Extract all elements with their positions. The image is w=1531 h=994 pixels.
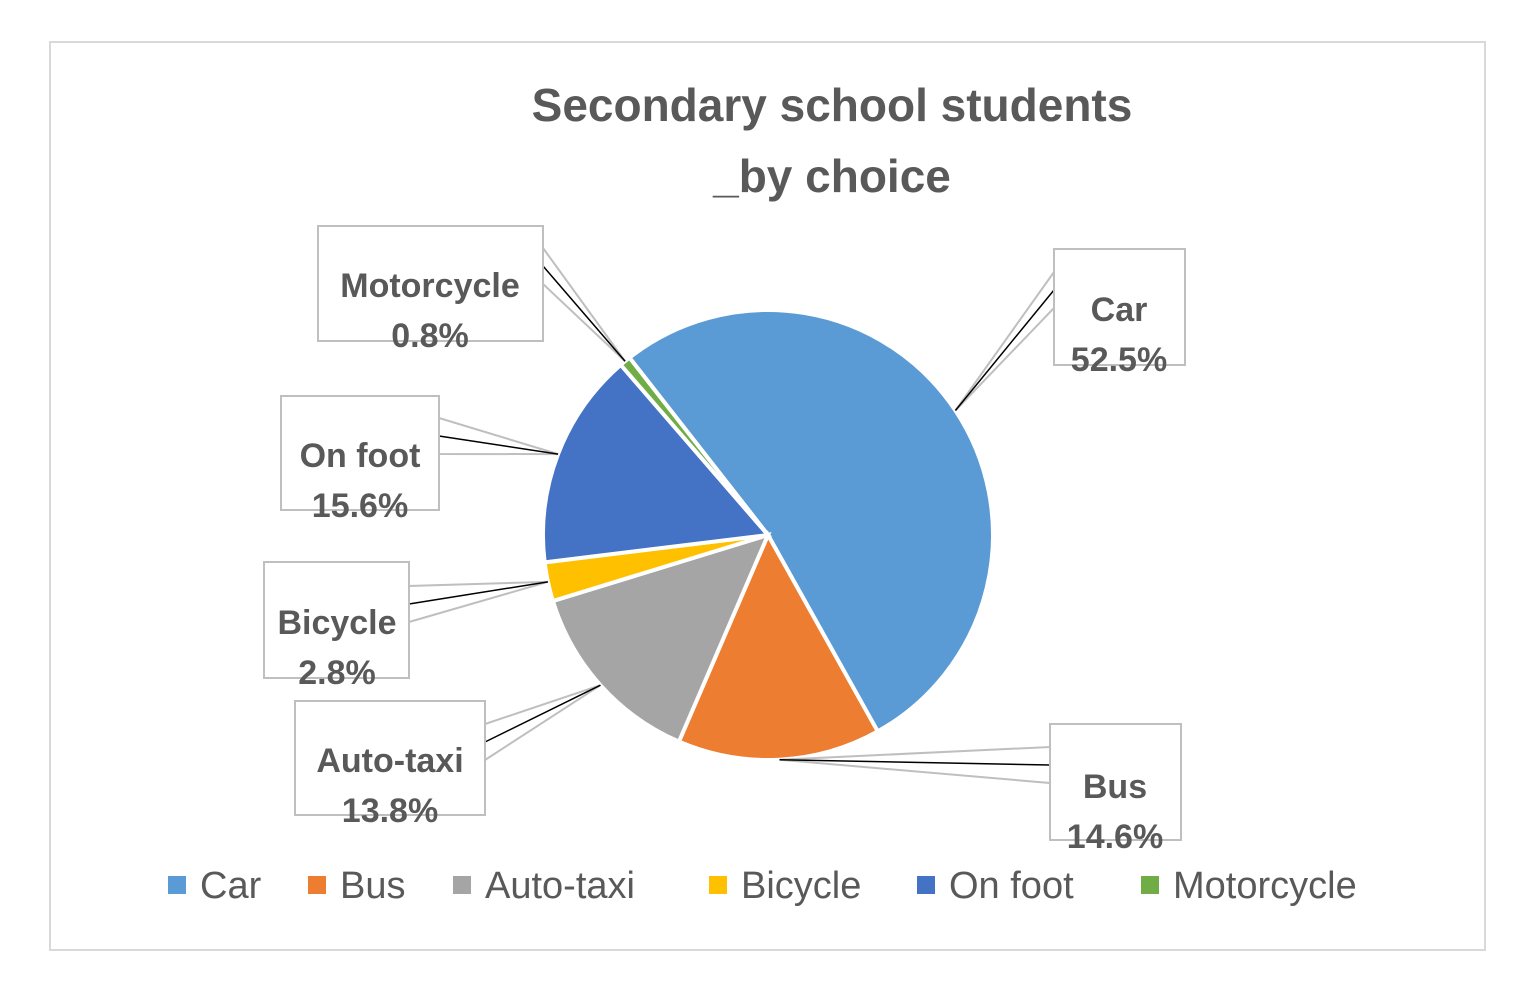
data-label-box	[1049, 723, 1182, 841]
leader-line	[408, 581, 549, 605]
data-label-category: Car	[1091, 291, 1148, 329]
pie-slices	[541, 308, 995, 762]
leader-lines	[408, 244, 1055, 785]
data-label-box	[263, 561, 410, 679]
data-label-category: Motorcycle	[340, 267, 520, 305]
chart-title-line-2: _by choice	[712, 150, 951, 202]
legend-swatch-motorcycle	[1141, 876, 1159, 894]
data-labels: Car 52.5% Bus 14.6% Auto-taxi 13.8% Bicycle 2.8…	[263, 225, 1186, 856]
data-label-category: On foot	[300, 437, 421, 475]
leader-line	[484, 684, 601, 743]
legend-swatch-auto-taxi	[453, 876, 471, 894]
callout-pointer	[484, 684, 601, 762]
data-label-value: 2.8%	[298, 654, 376, 692]
legend-swatch-car	[168, 876, 186, 894]
leader-line	[542, 265, 626, 362]
legend-label-on-foot: On foot	[949, 865, 1074, 907]
legend-label-auto-taxi: Auto-taxi	[485, 865, 635, 907]
data-label-category: Bus	[1083, 768, 1147, 806]
callout-pointer	[438, 416, 559, 456]
legend-label-motorcycle: Motorcycle	[1173, 865, 1357, 907]
legend: Car Bus Auto-taxi Bicycle On foot Motorcycle	[168, 865, 1357, 907]
legend-label-bus: Bus	[340, 865, 405, 907]
callout-pointer	[408, 580, 549, 624]
data-label-box	[294, 700, 486, 816]
data-label-category: Auto-taxi	[316, 742, 463, 780]
legend-label-bicycle: Bicycle	[741, 865, 861, 907]
data-label-value: 14.6%	[1067, 818, 1163, 856]
data-label-category: Bicycle	[277, 604, 396, 642]
data-label-value: 15.6%	[312, 487, 408, 525]
chart-title-line-1: Secondary school students	[532, 79, 1133, 131]
leader-line	[954, 289, 1055, 411]
legend-swatch-bicycle	[709, 876, 727, 894]
legend-swatch-on-foot	[917, 876, 935, 894]
data-label-value: 13.8%	[342, 792, 438, 830]
legend-label-car: Car	[200, 865, 262, 907]
leader-line	[779, 758, 1051, 766]
data-label-box	[1053, 248, 1186, 366]
data-label-box	[317, 225, 544, 342]
data-label-value: 0.8%	[391, 317, 469, 355]
legend-swatch-bus	[308, 876, 326, 894]
callout-pointer	[954, 268, 1055, 412]
callout-pointer	[542, 244, 626, 362]
leader-line	[438, 435, 559, 455]
data-label-value: 52.5%	[1071, 341, 1167, 379]
data-label-box	[280, 395, 440, 511]
